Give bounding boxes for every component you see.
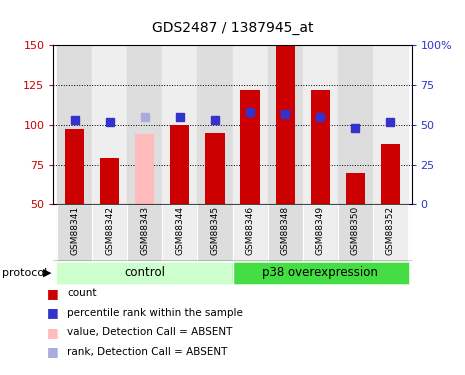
Text: ■: ■ xyxy=(46,306,58,319)
Text: GSM88352: GSM88352 xyxy=(386,206,395,255)
Bar xyxy=(57,262,232,284)
Bar xyxy=(267,45,303,204)
Text: control: control xyxy=(124,266,165,279)
Text: GSM88348: GSM88348 xyxy=(281,206,290,255)
Bar xyxy=(373,204,408,261)
Text: GSM88346: GSM88346 xyxy=(246,206,254,255)
Text: ▶: ▶ xyxy=(43,268,52,278)
Bar xyxy=(381,144,400,204)
Bar xyxy=(232,204,267,261)
Text: GSM88349: GSM88349 xyxy=(316,206,325,255)
Bar xyxy=(135,134,154,204)
Bar xyxy=(373,45,408,204)
Text: ■: ■ xyxy=(46,345,58,358)
Text: GSM88343: GSM88343 xyxy=(140,206,149,255)
Bar xyxy=(92,204,127,261)
Text: ■: ■ xyxy=(46,326,58,339)
Bar xyxy=(232,262,408,284)
Text: percentile rank within the sample: percentile rank within the sample xyxy=(67,308,243,318)
Text: rank, Detection Call = ABSENT: rank, Detection Call = ABSENT xyxy=(67,347,228,357)
Text: p38 overexpression: p38 overexpression xyxy=(262,266,378,279)
Bar xyxy=(240,90,260,204)
Bar xyxy=(162,204,198,261)
Bar xyxy=(303,204,338,261)
Bar xyxy=(198,204,232,261)
Bar xyxy=(162,45,198,204)
Text: protocol: protocol xyxy=(2,268,47,278)
Bar xyxy=(311,90,330,204)
Bar xyxy=(92,45,127,204)
Bar xyxy=(338,204,373,261)
Text: ■: ■ xyxy=(46,287,58,300)
Text: GSM88344: GSM88344 xyxy=(175,206,184,255)
Bar xyxy=(345,172,365,204)
Bar xyxy=(100,158,120,204)
Text: count: count xyxy=(67,288,97,298)
Text: GSM88350: GSM88350 xyxy=(351,206,360,255)
Bar xyxy=(303,45,338,204)
Bar xyxy=(57,204,92,261)
Text: GSM88341: GSM88341 xyxy=(70,206,79,255)
Text: GSM88342: GSM88342 xyxy=(105,206,114,255)
Bar xyxy=(338,45,373,204)
Text: GSM88345: GSM88345 xyxy=(211,206,219,255)
Bar xyxy=(127,45,162,204)
Bar xyxy=(205,133,225,204)
Bar xyxy=(127,204,162,261)
Bar xyxy=(57,45,92,204)
Bar xyxy=(275,45,295,204)
Bar xyxy=(170,125,190,204)
Bar xyxy=(267,204,303,261)
Text: value, Detection Call = ABSENT: value, Detection Call = ABSENT xyxy=(67,327,233,337)
Bar xyxy=(198,45,232,204)
Bar xyxy=(65,129,84,204)
Text: GDS2487 / 1387945_at: GDS2487 / 1387945_at xyxy=(152,21,313,34)
Bar xyxy=(232,45,267,204)
